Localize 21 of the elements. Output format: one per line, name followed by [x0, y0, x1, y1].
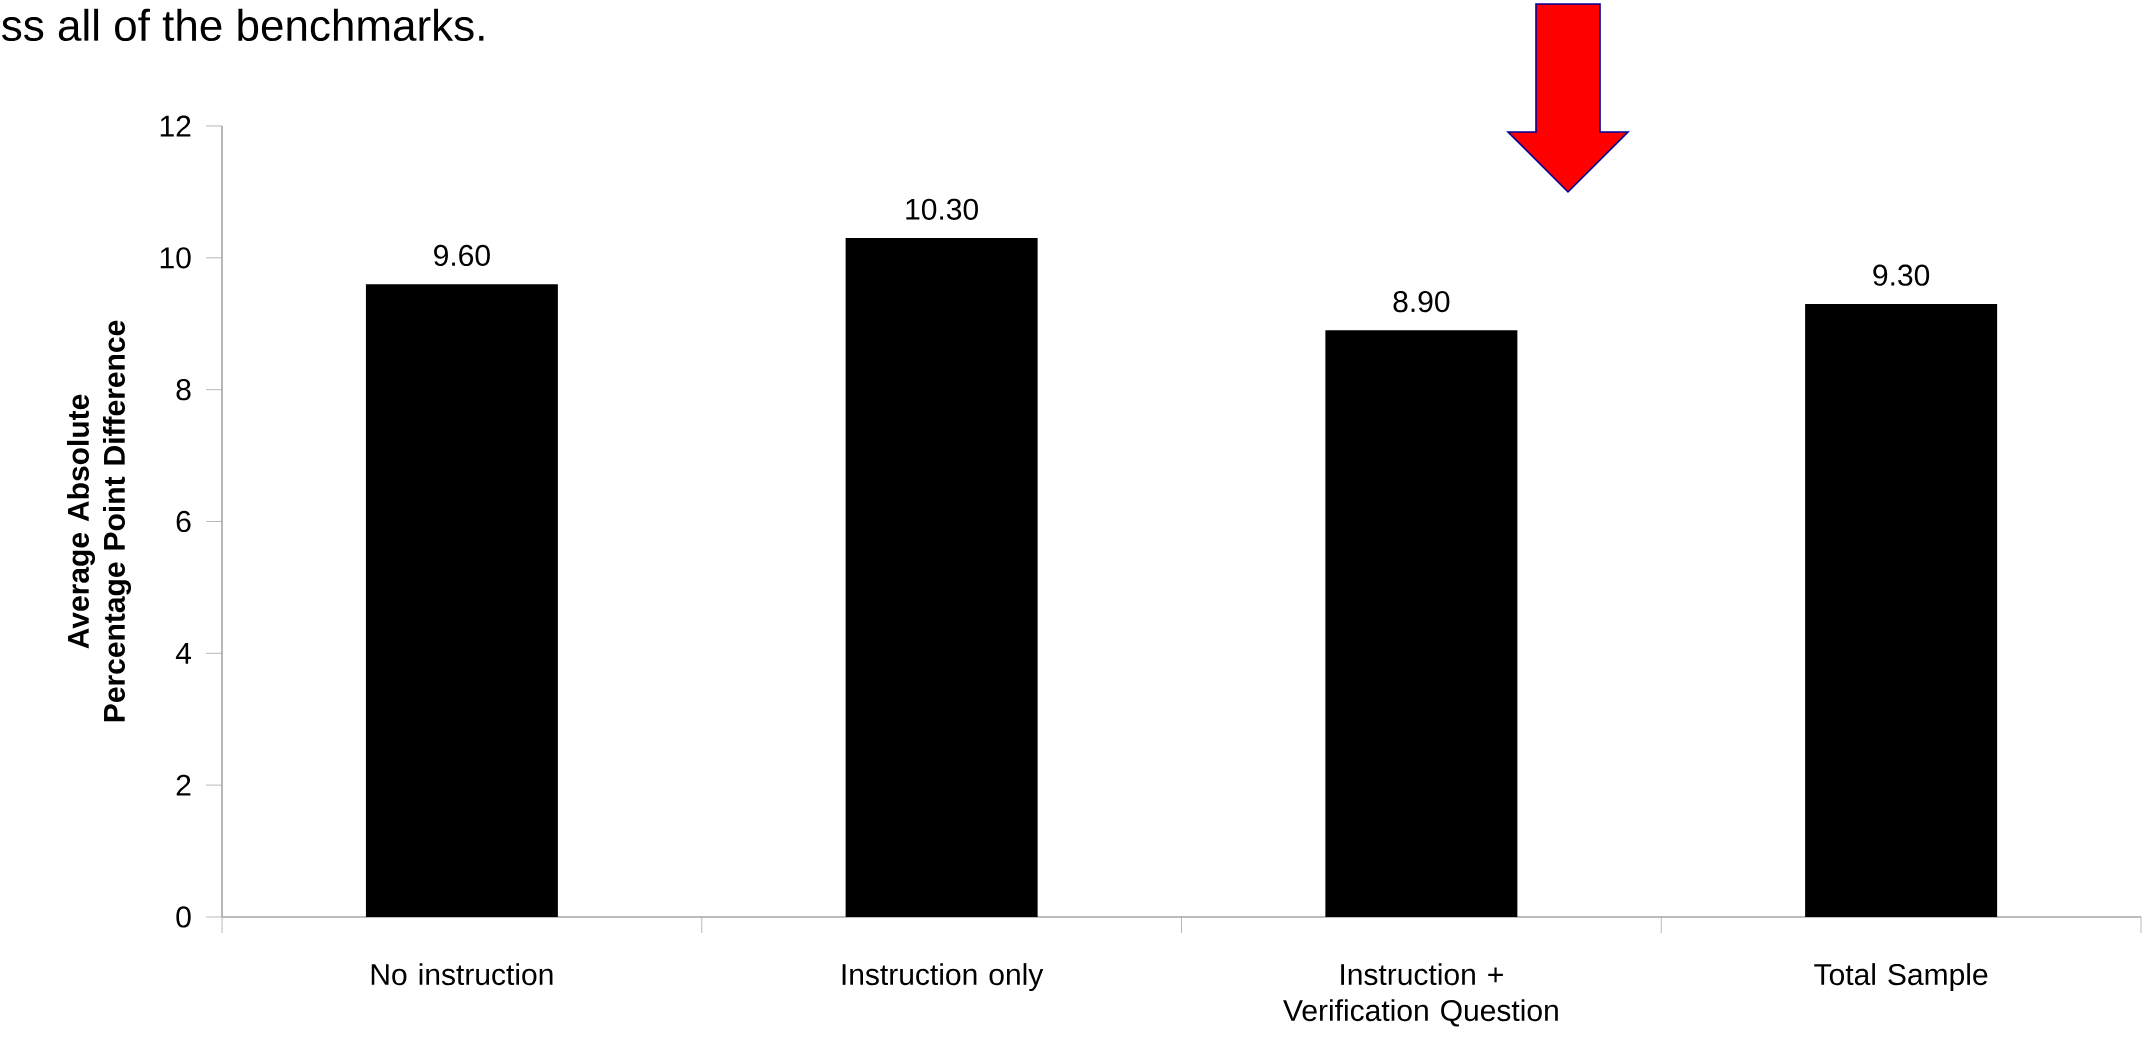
y-tick-label: 10 — [160, 247, 191, 269]
y-tick-label: 4 — [175, 643, 191, 664]
data-label: 10.30 — [906, 198, 978, 220]
x-tick-label: Instruction + Verification Question — [1283, 963, 1558, 1027]
y-tick-label: 8 — [176, 379, 191, 401]
x-tick-label: No instruction — [371, 963, 553, 986]
x-tick-label: Instruction only — [842, 963, 1044, 992]
y-tick-label: 0 — [176, 906, 191, 928]
x-tick-label: Total Sample — [1814, 963, 1988, 992]
bar — [365, 284, 558, 917]
y-tick-label: 6 — [176, 510, 191, 533]
data-label: 9.60 — [434, 244, 490, 267]
data-label: 9.30 — [1873, 264, 1930, 286]
bar — [1325, 330, 1518, 917]
chart-title: ss all of the benchmarks. — [2, 8, 484, 42]
y-axis-title: Average Absolute Percentage Point Difference — [66, 320, 132, 722]
y-tick-label: 12 — [160, 115, 191, 137]
y-tick-label: 2 — [176, 774, 191, 796]
bar — [1805, 303, 1998, 917]
data-label: 8.90 — [1393, 290, 1450, 313]
bar — [845, 238, 1038, 917]
